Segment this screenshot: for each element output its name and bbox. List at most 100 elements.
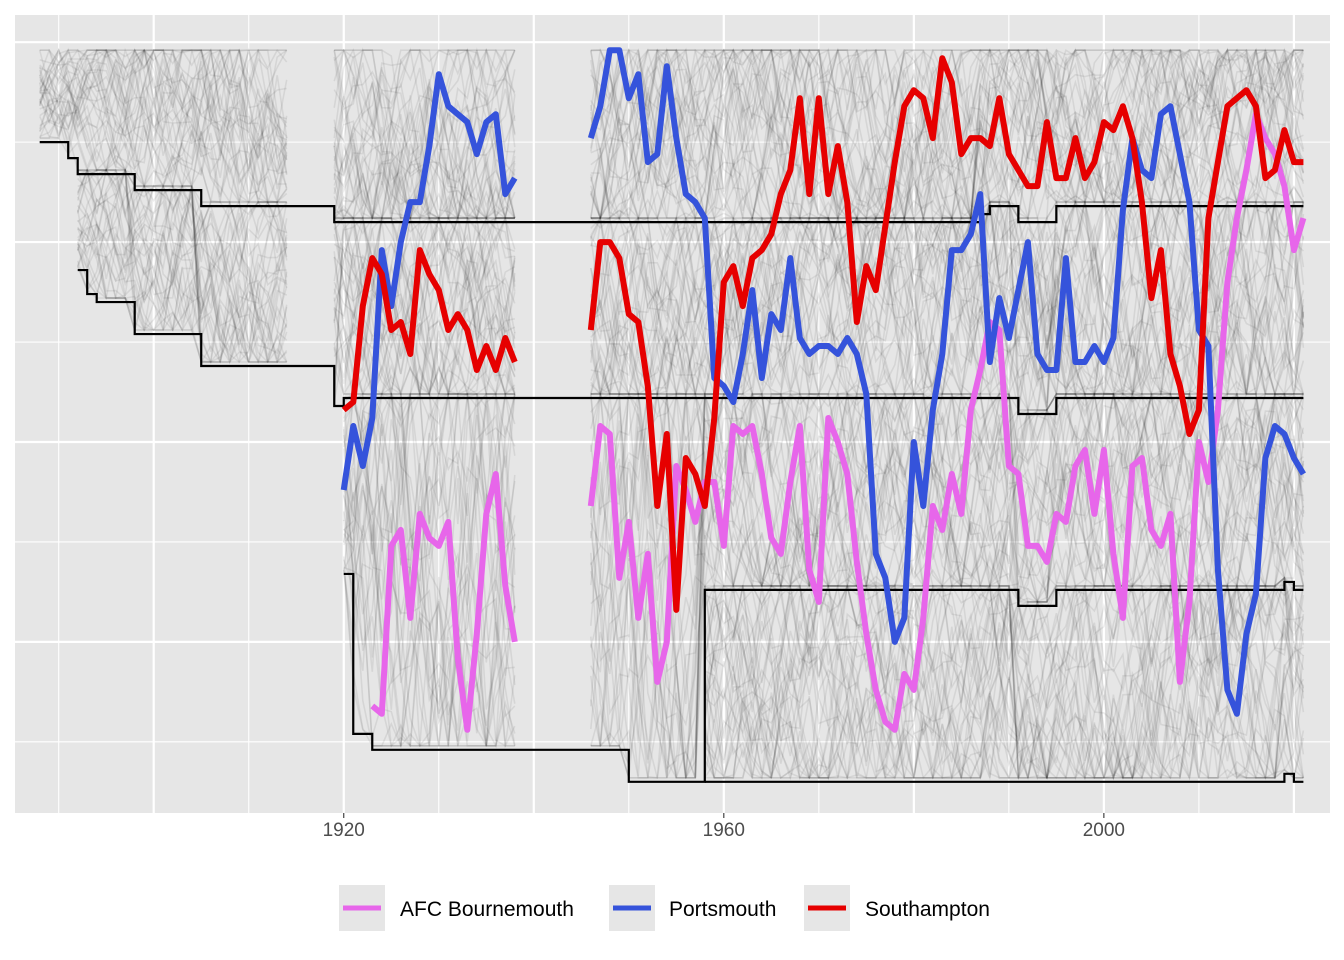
background-club-lines: [38, 47, 1305, 781]
background-club-line: [38, 47, 1304, 220]
background-club-line: [704, 575, 1305, 781]
x-axis: 1920 1960 2000: [323, 813, 1125, 841]
plot-panel: [15, 15, 1330, 813]
background-club-line: [39, 48, 1304, 221]
background-club-line: [704, 582, 1304, 781]
background-club-line: [39, 47, 1304, 221]
division-boundaries: [39, 141, 1304, 783]
background-club-line: [77, 169, 1305, 407]
background-club-line: [343, 391, 1304, 672]
background-club-line: [704, 584, 1304, 781]
background-club-line: [704, 576, 1304, 779]
background-club-line: [704, 643, 1304, 781]
legend-item-afc-bournemouth: AFC Bournemouth: [339, 885, 574, 931]
background-club-line: [704, 582, 1304, 780]
background-club-line: [704, 585, 1305, 779]
background-club-line: [704, 583, 1304, 780]
background-club-line: [704, 584, 1305, 781]
background-club-line: [704, 583, 1305, 779]
legend-item-southampton: Southampton: [804, 885, 990, 931]
background-club-line: [704, 583, 1305, 780]
background-club-line: [704, 577, 1305, 781]
series-line-portsmouth: [587, 47, 1306, 717]
background-club-line: [704, 584, 1304, 781]
background-club-line: [38, 47, 1304, 221]
background-club-line: [704, 576, 1305, 779]
background-club-line: [704, 585, 1305, 781]
background-club-line: [704, 585, 1305, 779]
background-club-line: [76, 168, 1304, 396]
background-club-line: [704, 584, 1305, 780]
background-club-line: [76, 184, 1305, 397]
background-club-line: [39, 47, 1305, 220]
background-club-line: [77, 169, 1305, 397]
background-club-line: [342, 390, 1305, 731]
legend-label: Southampton: [865, 898, 990, 921]
background-club-line: [39, 49, 1305, 221]
background-club-line: [343, 392, 1305, 747]
background-club-line: [38, 47, 1305, 219]
background-club-line: [38, 47, 1304, 221]
division-boundary-line: [39, 141, 1304, 224]
background-club-line: [704, 583, 1305, 780]
background-club-line: [704, 584, 1304, 779]
background-club-line: [38, 47, 1305, 221]
legend-label: AFC Bournemouth: [400, 898, 574, 921]
background-club-line: [77, 168, 1304, 397]
background-club-line: [38, 48, 1305, 221]
division-boundary-line: [704, 772, 1304, 783]
series-line-afc-bournemouth: [370, 471, 518, 733]
background-club-line: [704, 584, 1304, 781]
background-club-line: [704, 583, 1304, 779]
background-club-line: [77, 177, 1305, 411]
legend: AFC Bournemouth Portsmouth Southampton: [339, 885, 990, 931]
x-tick-label: 2000: [1083, 820, 1125, 841]
background-club-line: [704, 593, 1305, 781]
background-club-line: [77, 198, 1305, 398]
series-line-southampton: [587, 55, 1304, 613]
background-club-line: [704, 583, 1305, 779]
background-club-line: [704, 583, 1305, 780]
background-club-line: [704, 584, 1305, 779]
background-club-line: [704, 576, 1305, 779]
background-club-line: [704, 576, 1305, 781]
background-club-line: [704, 584, 1304, 781]
background-club-line: [39, 47, 1304, 222]
background-club-line: [76, 167, 1305, 396]
highlighted-series: [340, 47, 1307, 733]
background-club-line: [38, 47, 1304, 219]
legend-item-portsmouth: Portsmouth: [609, 885, 776, 931]
background-club-line: [342, 392, 1304, 748]
background-club-line: [39, 47, 1304, 221]
background-club-line: [342, 391, 1305, 778]
background-club-line: [38, 48, 1304, 222]
background-club-line: [39, 47, 1304, 220]
background-club-line: [39, 48, 1305, 221]
x-tick-label: 1920: [323, 820, 365, 841]
background-club-line: [39, 48, 1305, 220]
background-club-line: [342, 393, 1305, 779]
x-tick-label: 1960: [703, 820, 745, 841]
background-club-line: [39, 49, 1305, 219]
background-club-line: [38, 47, 1304, 220]
background-club-line: [77, 183, 1305, 396]
background-club-line: [38, 48, 1305, 222]
background-club-line: [704, 578, 1304, 781]
division-boundary-line: [77, 268, 1304, 416]
background-club-line: [39, 48, 1305, 222]
background-club-line: [704, 585, 1305, 779]
background-club-line: [704, 576, 1305, 781]
background-club-line: [704, 583, 1304, 779]
background-club-line: [38, 48, 1305, 221]
background-club-line: [39, 47, 1304, 222]
background-club-line: [76, 185, 1305, 396]
legend-label: Portsmouth: [669, 898, 776, 921]
background-club-line: [704, 584, 1305, 780]
background-club-line: [704, 583, 1305, 779]
background-club-line: [704, 584, 1305, 781]
background-club-line: [342, 393, 1305, 749]
background-club-line: [704, 576, 1304, 779]
background-club-line: [77, 168, 1305, 411]
background-club-line: [38, 48, 1305, 221]
